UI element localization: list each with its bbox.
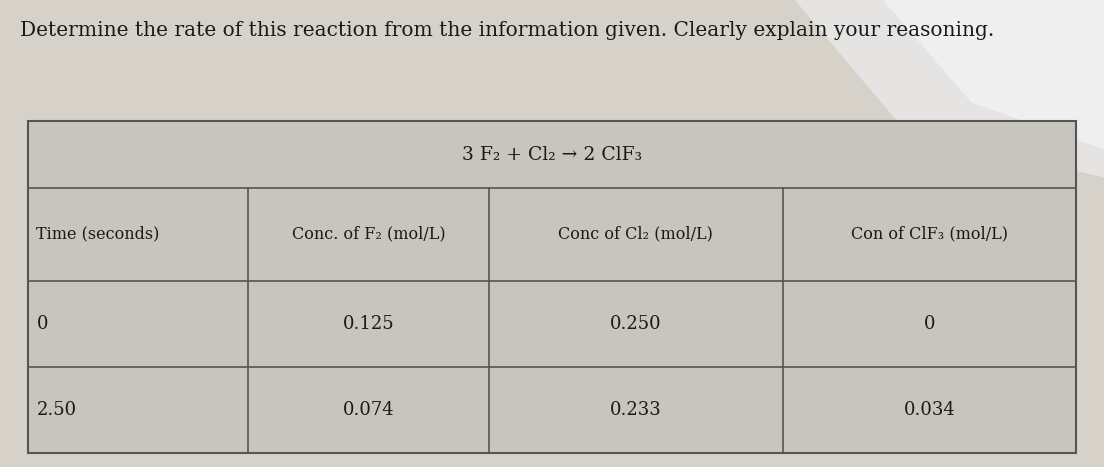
Text: 0: 0	[36, 315, 47, 333]
Text: 3 F₂ + Cl₂ → 2 ClF₃: 3 F₂ + Cl₂ → 2 ClF₃	[461, 146, 643, 163]
Text: 2.50: 2.50	[36, 401, 76, 419]
Text: 0.125: 0.125	[342, 315, 394, 333]
Text: 0.074: 0.074	[342, 401, 394, 419]
Text: Conc of Cl₂ (mol/L): Conc of Cl₂ (mol/L)	[559, 226, 713, 243]
Text: Con of ClF₃ (mol/L): Con of ClF₃ (mol/L)	[851, 226, 1008, 243]
Text: Conc. of F₂ (mol/L): Conc. of F₂ (mol/L)	[291, 226, 445, 243]
Text: 0.250: 0.250	[611, 315, 661, 333]
Text: Determine the rate of this reaction from the information given. Clearly explain : Determine the rate of this reaction from…	[20, 21, 994, 40]
Text: Time (seconds): Time (seconds)	[36, 226, 160, 243]
Text: 0.034: 0.034	[904, 401, 955, 419]
Text: 0: 0	[924, 315, 935, 333]
Text: 0.233: 0.233	[611, 401, 661, 419]
